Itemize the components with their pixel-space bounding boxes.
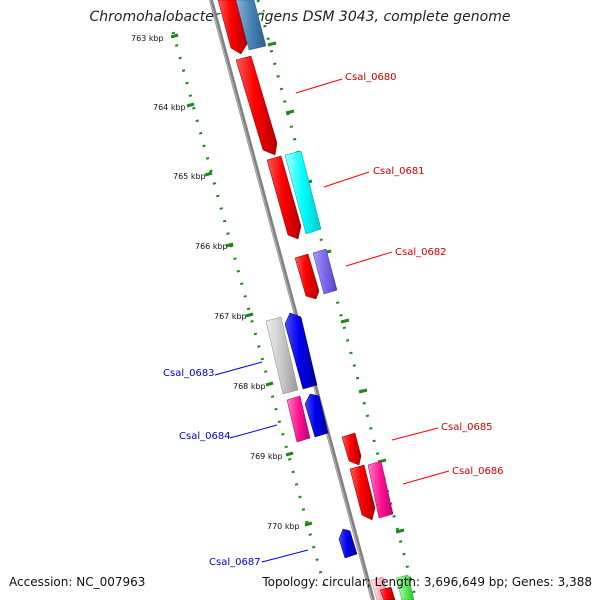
label-csal0687[interactable]: Csal_0687 [209, 549, 309, 568]
label-csal0681[interactable]: Csal_0681 [323, 166, 425, 188]
label-csal0683[interactable]: Csal_0683 [163, 361, 263, 379]
gene-arrow-top-red[interactable] [217, 0, 248, 55]
tick-group-770: 770 kbp [267, 521, 313, 531]
cog-block-csal0682-purple [312, 248, 338, 295]
tick-label: 763 kbp [131, 34, 164, 43]
tick-label: 766 kbp [195, 242, 228, 251]
tick-group-763: 763 kbp [131, 33, 179, 43]
tick-group-765: 765 kbp [173, 171, 213, 181]
cog-block-csal0683-grey [265, 316, 299, 395]
genome-summary-text: Topology: circular; Length: 3,696,649 bp… [262, 575, 592, 589]
genome-backbone [209, 0, 375, 600]
tick-label: 767 kbp [214, 312, 247, 321]
cog-block-top-steelblue [235, 0, 267, 51]
tick-label: 765 kbp [173, 172, 206, 181]
tick-label: 768 kbp [233, 382, 266, 391]
gene-arrow-bottom-red[interactable] [379, 586, 396, 600]
gene-label-csal0686[interactable]: Csal_0686 [452, 466, 504, 477]
tick-group-766: 766 kbp [195, 242, 234, 251]
label-csal0684[interactable]: Csal_0684 [179, 424, 278, 442]
tick-group-764: 764 kbp [153, 102, 195, 112]
gene-label-csal0680[interactable]: Csal_0680 [345, 72, 397, 83]
gene-label-csal0684[interactable]: Csal_0684 [179, 431, 231, 442]
label-csal0680[interactable]: Csal_0680 [295, 72, 397, 94]
gene-arrow-csal0680[interactable] [235, 55, 278, 156]
gene-arrow-csal0686[interactable] [349, 464, 376, 521]
label-csal0682[interactable]: Csal_0682 [345, 247, 447, 267]
cog-block-csal0681-cyan [284, 150, 322, 235]
gene-arrow-csal0682[interactable] [294, 253, 320, 300]
gene-arrow-csal0684[interactable] [304, 393, 329, 438]
label-csal0686[interactable]: Csal_0686 [402, 466, 504, 485]
gene-arrow-csal0685[interactable] [341, 432, 362, 466]
tick-group-767: 767 kbp [214, 312, 254, 321]
gene-label-csal0681[interactable]: Csal_0681 [373, 166, 425, 177]
genome-backbone-highlight [209, 0, 373, 600]
gene-label-csal0685[interactable]: Csal_0685 [441, 422, 493, 433]
map-title: Chromohalobacter salexigens DSM 3043, co… [89, 9, 511, 25]
gene-label-csal0683[interactable]: Csal_0683 [163, 368, 215, 379]
gene-arrow-csal0683[interactable] [284, 312, 318, 390]
tick-group-769: 769 kbp [250, 451, 294, 461]
tick-label: 764 kbp [153, 103, 186, 112]
gene-arrow-csal0681[interactable] [266, 155, 302, 240]
tick-group-768: 768 kbp [233, 381, 274, 391]
tick-label: 769 kbp [250, 452, 283, 461]
cog-block-csal0684-pink [286, 395, 311, 443]
cog-block-bottom-lightgreen [395, 574, 415, 600]
cog-block-csal0686-pink [367, 460, 394, 519]
accession-text: Accession: NC_007963 [9, 575, 146, 589]
gene-arrow-csal0687[interactable] [338, 528, 358, 559]
gene-label-csal0687[interactable]: Csal_0687 [209, 557, 261, 568]
gene-label-csal0682[interactable]: Csal_0682 [395, 247, 447, 258]
tick-label: 770 kbp [267, 522, 300, 531]
label-csal0685[interactable]: Csal_0685 [391, 422, 493, 441]
